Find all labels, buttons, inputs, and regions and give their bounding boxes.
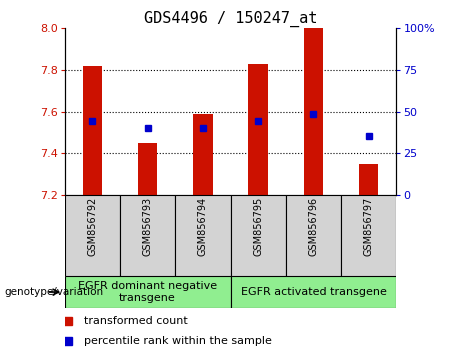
Text: percentile rank within the sample: percentile rank within the sample (84, 336, 272, 346)
Text: EGFR dominant negative
transgene: EGFR dominant negative transgene (78, 281, 217, 303)
Bar (120, 195, 175, 276)
Bar (83, 66, 102, 195)
Bar (304, 28, 323, 195)
Text: GSM856792: GSM856792 (87, 197, 97, 256)
Text: GSM856797: GSM856797 (364, 197, 374, 256)
Bar (193, 114, 213, 195)
Bar (359, 164, 378, 195)
Bar (175, 195, 230, 276)
Bar (230, 276, 396, 308)
Text: GSM856793: GSM856793 (142, 197, 153, 256)
Text: GSM856794: GSM856794 (198, 197, 208, 256)
Text: GSM856795: GSM856795 (253, 197, 263, 256)
Bar (286, 195, 341, 276)
Bar (138, 143, 157, 195)
Bar (248, 64, 268, 195)
Text: GDS4496 / 150247_at: GDS4496 / 150247_at (144, 11, 317, 27)
Text: EGFR activated transgene: EGFR activated transgene (241, 287, 386, 297)
Bar (65, 195, 120, 276)
Text: GSM856796: GSM856796 (308, 197, 319, 256)
Text: transformed count: transformed count (84, 316, 188, 326)
Text: genotype/variation: genotype/variation (5, 287, 104, 297)
Bar (341, 195, 396, 276)
Bar (230, 195, 286, 276)
Bar (65, 276, 230, 308)
